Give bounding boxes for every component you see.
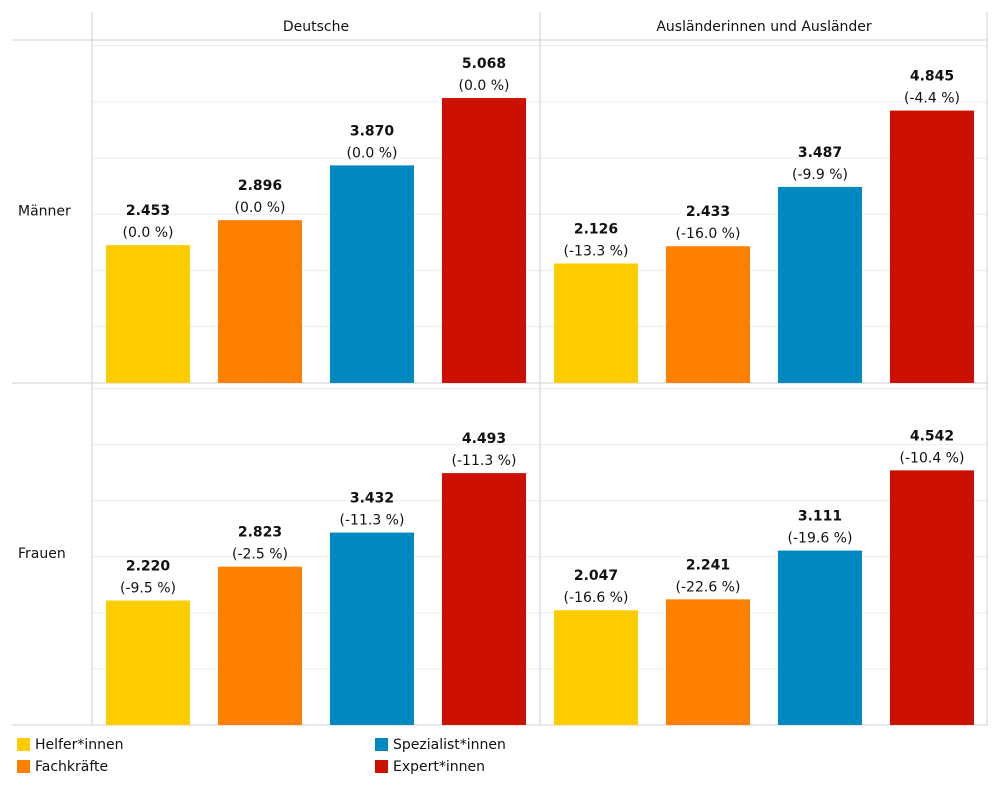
value-label: 2.220 bbox=[126, 559, 171, 575]
change-label: (0.0 %) bbox=[123, 225, 174, 241]
bar bbox=[106, 245, 190, 383]
change-label: (-4.4 %) bbox=[904, 91, 960, 107]
bar bbox=[442, 98, 526, 383]
value-label: 3.487 bbox=[798, 145, 842, 161]
change-label: (-16.6 %) bbox=[564, 590, 629, 606]
change-label: (-11.3 %) bbox=[340, 513, 405, 529]
change-label: (0.0 %) bbox=[347, 145, 398, 161]
value-label: 3.870 bbox=[350, 123, 395, 139]
bar bbox=[778, 550, 862, 725]
value-label: 2.896 bbox=[238, 178, 282, 194]
column-header: Deutsche bbox=[283, 19, 349, 35]
legend-label: Spezialist*innen bbox=[393, 737, 506, 753]
value-label: 5.068 bbox=[462, 56, 506, 72]
value-label: 2.823 bbox=[238, 525, 282, 541]
bar bbox=[890, 110, 974, 384]
value-label: 4.493 bbox=[462, 431, 506, 447]
bar bbox=[778, 186, 862, 383]
value-label: 3.432 bbox=[350, 491, 394, 507]
change-label: (-2.5 %) bbox=[232, 547, 288, 563]
value-label: 3.111 bbox=[798, 509, 842, 525]
bar bbox=[554, 263, 638, 383]
bar bbox=[442, 473, 526, 725]
change-label: (-19.6 %) bbox=[788, 531, 853, 547]
value-label: 2.241 bbox=[686, 557, 730, 573]
value-label: 2.453 bbox=[126, 203, 170, 219]
value-label: 4.845 bbox=[910, 69, 954, 85]
value-label: 2.047 bbox=[574, 568, 618, 584]
legend-swatch bbox=[375, 738, 388, 751]
change-label: (-13.3 %) bbox=[564, 243, 629, 259]
bar bbox=[106, 600, 190, 725]
change-label: (-16.0 %) bbox=[676, 226, 741, 242]
value-label: 2.433 bbox=[686, 204, 730, 220]
bar bbox=[218, 220, 302, 383]
legend-label: Expert*innen bbox=[393, 759, 485, 775]
bar bbox=[218, 566, 302, 725]
bar bbox=[330, 532, 414, 725]
bar bbox=[890, 470, 974, 725]
bar bbox=[330, 165, 414, 383]
value-label: 4.542 bbox=[910, 428, 954, 444]
row-label: Männer bbox=[18, 204, 71, 220]
change-label: (-10.4 %) bbox=[900, 450, 965, 466]
row-label: Frauen bbox=[18, 546, 66, 562]
change-label: (0.0 %) bbox=[459, 78, 510, 94]
value-label: 2.126 bbox=[574, 221, 618, 237]
legend-label: Helfer*innen bbox=[35, 737, 123, 753]
change-label: (0.0 %) bbox=[235, 200, 286, 216]
legend-label: Fachkräfte bbox=[35, 759, 108, 775]
change-label: (-9.5 %) bbox=[120, 581, 176, 597]
column-header: Ausländerinnen und Ausländer bbox=[656, 19, 872, 35]
legend-swatch bbox=[375, 760, 388, 773]
change-label: (-22.6 %) bbox=[676, 579, 741, 595]
change-label: (-9.9 %) bbox=[792, 167, 848, 183]
legend-swatch bbox=[17, 760, 30, 773]
bar bbox=[666, 246, 750, 383]
bar bbox=[554, 610, 638, 725]
change-label: (-11.3 %) bbox=[452, 453, 517, 469]
bar bbox=[666, 599, 750, 725]
legend-swatch bbox=[17, 738, 30, 751]
